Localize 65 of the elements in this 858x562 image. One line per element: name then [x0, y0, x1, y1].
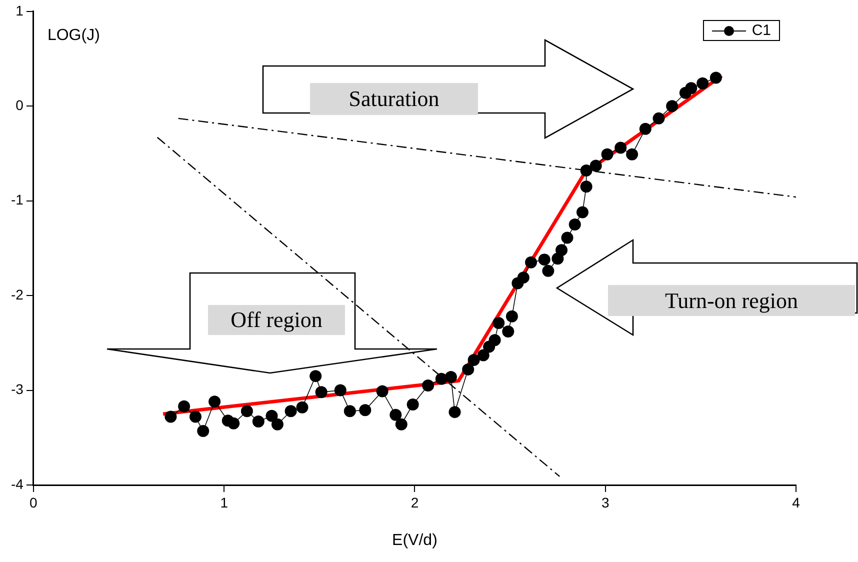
- point: [284, 405, 297, 418]
- y-tick-label: -2: [10, 286, 24, 302]
- point: [444, 371, 457, 384]
- point: [344, 405, 356, 418]
- y-tick-label: -1: [10, 192, 24, 208]
- point: [696, 77, 709, 90]
- point: [266, 410, 278, 422]
- x-tick-label: 4: [792, 494, 800, 510]
- point: [538, 254, 550, 266]
- point: [359, 404, 372, 416]
- point: [310, 370, 322, 382]
- point: [252, 416, 264, 428]
- point: [208, 396, 221, 408]
- point: [189, 410, 202, 423]
- point: [561, 232, 574, 244]
- point: [164, 410, 177, 423]
- point: [395, 418, 408, 430]
- point: [240, 405, 253, 418]
- point: [652, 112, 665, 124]
- point: [492, 317, 505, 330]
- point: [315, 386, 328, 398]
- point: [506, 310, 518, 322]
- point: [477, 349, 490, 362]
- x-tick-label: 2: [410, 494, 419, 510]
- y-tick-label: -3: [10, 381, 24, 398]
- point: [685, 82, 698, 94]
- point: [197, 425, 210, 438]
- y-tick-label: 0: [16, 96, 24, 113]
- point: [502, 326, 514, 338]
- point: [422, 380, 434, 392]
- point: [468, 354, 480, 366]
- x-tick-label: 3: [601, 494, 610, 510]
- y-axis-title: LOG(J): [47, 26, 100, 44]
- point: [601, 148, 614, 160]
- point: [556, 244, 568, 256]
- point: [406, 398, 419, 410]
- point: [639, 122, 652, 135]
- point: [542, 264, 554, 277]
- y-tick-label: 1: [16, 2, 24, 18]
- point: [710, 72, 722, 84]
- point: [178, 400, 190, 412]
- point: [568, 218, 581, 231]
- point: [580, 180, 592, 193]
- x-axis-title: E(V/d): [392, 532, 438, 549]
- point: [390, 408, 402, 421]
- point: [590, 160, 602, 172]
- point: [296, 401, 308, 414]
- point: [334, 384, 346, 396]
- point: [580, 164, 592, 177]
- point: [462, 363, 474, 376]
- point: [614, 142, 627, 154]
- point: [576, 206, 588, 218]
- point: [271, 418, 284, 430]
- point: [228, 417, 240, 430]
- point: [525, 256, 538, 268]
- point: [626, 148, 638, 160]
- legend-label: C1: [752, 22, 771, 39]
- x-tick-label: 1: [220, 494, 228, 510]
- point: [666, 100, 678, 112]
- y-tick-label: -4: [10, 476, 24, 492]
- point: [488, 334, 501, 346]
- x-tick-label: 0: [30, 494, 38, 510]
- point: [376, 385, 388, 398]
- point: [517, 272, 530, 284]
- point: [448, 406, 461, 418]
